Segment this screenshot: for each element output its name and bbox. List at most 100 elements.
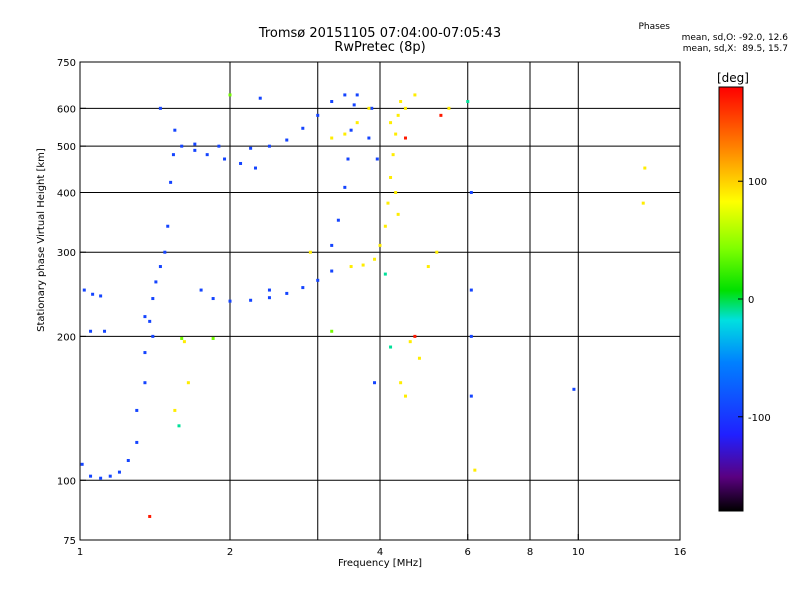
data-point bbox=[148, 514, 152, 518]
data-point bbox=[117, 470, 121, 474]
data-point bbox=[217, 144, 221, 148]
data-point bbox=[193, 142, 197, 146]
data-point bbox=[205, 153, 209, 157]
data-point bbox=[375, 157, 379, 161]
y-tick-label: 750 bbox=[57, 58, 76, 69]
data-point bbox=[403, 394, 407, 398]
data-point bbox=[355, 121, 359, 125]
data-point bbox=[330, 243, 334, 247]
data-point bbox=[143, 315, 147, 319]
x-tick-label: 10 bbox=[572, 547, 585, 558]
data-point bbox=[316, 113, 320, 117]
colorbar-tick-label: 0 bbox=[748, 295, 754, 306]
data-point bbox=[378, 243, 382, 247]
data-point bbox=[435, 250, 439, 254]
data-point bbox=[173, 128, 177, 132]
x-tick-label: 8 bbox=[527, 547, 533, 558]
data-point bbox=[182, 340, 186, 344]
data-point bbox=[301, 286, 305, 290]
data-point bbox=[89, 329, 93, 333]
data-point bbox=[316, 278, 320, 282]
y-tick-label: 300 bbox=[57, 248, 76, 259]
data-point bbox=[355, 93, 359, 97]
data-point bbox=[386, 201, 390, 205]
data-point bbox=[394, 132, 398, 136]
data-points bbox=[80, 93, 647, 518]
data-point bbox=[80, 462, 84, 466]
data-point bbox=[469, 190, 473, 194]
data-point bbox=[466, 100, 470, 104]
data-point bbox=[641, 201, 645, 205]
data-point bbox=[103, 329, 107, 333]
data-point bbox=[228, 93, 232, 97]
data-point bbox=[396, 113, 400, 117]
data-point bbox=[413, 93, 417, 97]
data-point bbox=[389, 121, 393, 125]
data-point bbox=[177, 424, 181, 428]
data-point bbox=[211, 297, 215, 301]
colorbar-unit: [deg] bbox=[717, 71, 749, 85]
data-point bbox=[82, 288, 86, 292]
data-point bbox=[330, 136, 334, 140]
data-point bbox=[285, 291, 289, 295]
colorbar-ticks: 100 0 -100 bbox=[738, 177, 771, 424]
data-point bbox=[99, 294, 103, 298]
colorbar-tick-label: -100 bbox=[748, 413, 771, 424]
data-point bbox=[343, 93, 347, 97]
data-point bbox=[343, 185, 347, 189]
data-point bbox=[403, 106, 407, 110]
x-axis-ticks: 1 2 4 6 8 10 16 bbox=[77, 534, 687, 558]
data-point bbox=[239, 161, 243, 165]
data-point bbox=[249, 298, 253, 302]
data-point bbox=[308, 250, 312, 254]
data-point bbox=[330, 329, 334, 333]
grid-lines bbox=[80, 62, 680, 540]
data-point bbox=[158, 106, 162, 110]
data-point bbox=[143, 351, 147, 355]
data-point bbox=[367, 136, 371, 140]
data-point bbox=[383, 224, 387, 228]
data-point bbox=[330, 269, 334, 273]
data-point bbox=[89, 474, 93, 478]
data-point bbox=[399, 381, 403, 385]
data-point bbox=[572, 387, 576, 391]
data-point bbox=[389, 175, 393, 179]
data-point bbox=[394, 190, 398, 194]
data-point bbox=[193, 148, 197, 152]
data-point bbox=[343, 132, 347, 136]
y-axis-ticks: 75 100 200 300 400 500 600 750 bbox=[57, 58, 86, 547]
data-point bbox=[180, 144, 184, 148]
x-tick-label: 16 bbox=[674, 547, 687, 558]
data-point bbox=[249, 146, 253, 150]
data-point bbox=[154, 280, 158, 284]
data-point bbox=[186, 381, 190, 385]
data-point bbox=[301, 126, 305, 130]
data-point bbox=[447, 106, 451, 110]
phase-stats-x: mean, sd,X: 89.5, 15.7 bbox=[682, 44, 788, 54]
x-tick-label: 2 bbox=[227, 547, 233, 558]
y-axis-label: Stationary phase Virtual Height [km] bbox=[36, 148, 47, 332]
chart-subtitle: RwPretec (8p) bbox=[334, 40, 426, 55]
data-point bbox=[267, 144, 271, 148]
data-point bbox=[469, 288, 473, 292]
data-point bbox=[349, 265, 353, 269]
data-point bbox=[367, 106, 371, 110]
data-point bbox=[108, 474, 112, 478]
data-point bbox=[171, 153, 175, 157]
data-point bbox=[643, 166, 647, 170]
data-point bbox=[361, 263, 365, 267]
x-tick-label: 4 bbox=[377, 547, 383, 558]
data-point bbox=[389, 345, 393, 349]
y-tick-label: 100 bbox=[57, 476, 76, 487]
data-point bbox=[173, 408, 177, 412]
y-tick-label: 200 bbox=[57, 332, 76, 343]
data-point bbox=[370, 106, 374, 110]
data-point bbox=[352, 103, 356, 107]
data-point bbox=[180, 336, 184, 340]
data-point bbox=[285, 138, 289, 142]
y-tick-label: 400 bbox=[57, 188, 76, 199]
data-point bbox=[469, 334, 473, 338]
data-point bbox=[99, 476, 103, 480]
data-point bbox=[413, 334, 417, 338]
data-point bbox=[151, 334, 155, 338]
